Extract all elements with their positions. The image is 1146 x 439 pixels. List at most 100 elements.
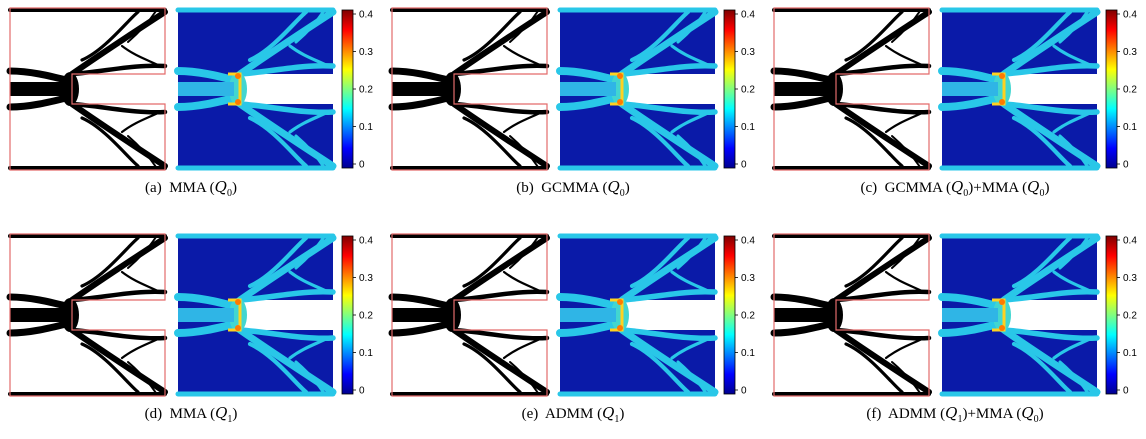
panel-a-graphics: 0.4 0.3 0.2 0.1 0 — [6, 7, 373, 171]
panel-e-stress-member — [618, 326, 719, 396]
panel-c-caption: (c) GCMMA (Q0)+MMA (Q0) — [860, 178, 1050, 199]
panel-f-stress-member — [1011, 341, 1073, 395]
panel-d-colorbar — [341, 235, 354, 395]
panel-c-colorbar-tick-label: 0.4 — [1123, 10, 1137, 21]
panel-f-stress-member — [1011, 235, 1073, 289]
panel-a-colorbar-tick-label: 0.4 — [359, 10, 373, 21]
panel-d-stress-hotspot — [228, 298, 242, 332]
panel-b-colorbar-tick-label: 0.1 — [741, 122, 755, 133]
figure-panel-a: 0.4 0.3 0.2 0.1 0 (a) MMA (Q0) — [0, 0, 382, 213]
panel-f-stress-member — [1058, 235, 1090, 270]
panel-a-set-symbol: Q — [214, 178, 227, 196]
panel-c-stress-member — [938, 94, 1002, 111]
panel-c-joiner: + — [973, 180, 982, 196]
panel-d-structure-member — [120, 270, 162, 294]
panel-b-colorbar — [723, 9, 736, 169]
panel-e-stress-joint — [611, 298, 629, 332]
panel-a-stress-member — [236, 8, 337, 78]
panel-b-stress-member — [670, 44, 712, 68]
panel-c-colorbar-tick-label: 0.2 — [1123, 85, 1137, 96]
panel-d-structure-joint — [61, 298, 79, 332]
panel-c-stress-member — [1058, 9, 1090, 44]
panel-d-stress-member — [174, 293, 238, 310]
panel-f-structure-member — [844, 342, 904, 394]
panel-a-structure-member — [80, 10, 140, 62]
panel-c-label: (c) — [860, 180, 878, 196]
panel-f-set-symbol: Q — [945, 404, 958, 422]
figure-panel-f: 0.4 0.3 0.2 0.1 0 (f) ADMM (Q1)+MMA (Q0) — [764, 226, 1146, 439]
panel-a-colorbar-tick-label: 0.2 — [359, 85, 373, 96]
panel-d-structure-member — [80, 342, 140, 394]
panel-e-stress-bar — [560, 308, 616, 322]
panel-d-structure-member — [6, 320, 70, 337]
panel-c-stress-member — [1058, 134, 1090, 169]
panel-f-stress-joint — [993, 298, 1011, 332]
panel-c-colorbar-tick-label: 0.1 — [1123, 122, 1137, 133]
panel-a-colorbar — [341, 9, 354, 169]
panel-b-structure-member — [451, 101, 550, 169]
panel-d-structure-member — [127, 236, 157, 269]
panel-d-structure-member — [120, 336, 162, 360]
panel-f-stress-peak-bottom — [999, 325, 1005, 331]
figure-panel-e: 0.4 0.3 0.2 0.1 0 (e) ADMM (Q1) — [382, 226, 764, 439]
panel-b-structure-member — [451, 9, 550, 77]
panel-c-structure-joint — [825, 72, 843, 106]
panel-c-structure-member — [833, 101, 932, 115]
panel-b-stress-bar — [560, 82, 616, 96]
panel-e-stress-member — [670, 270, 712, 294]
panel-d-structure-member — [69, 327, 168, 395]
panel-e-colorbar-tick-label: 0.3 — [741, 273, 755, 284]
panel-d-stress-member — [288, 336, 330, 360]
panel-c-structure-member — [833, 9, 932, 77]
panel-d-graphics: 0.4 0.3 0.2 0.1 0 — [6, 233, 373, 397]
panel-f-stress-hotspot — [992, 298, 1006, 332]
panel-a-stress-member — [294, 9, 326, 44]
panel-b-structure-member — [502, 110, 544, 134]
panel-d-stress-peak-top — [235, 299, 241, 305]
panel-e-structure-bar — [392, 308, 448, 322]
panel-d-stress-bar — [178, 308, 234, 322]
panel-f-second-method: MMA — [975, 406, 1013, 422]
figure-panel-d: 0.4 0.3 0.2 0.1 0 (d) MMA (Q1) — [0, 226, 382, 439]
panel-b-structure-member — [509, 135, 539, 168]
panel-d-topology — [6, 233, 168, 397]
panel-b-stress-member — [618, 8, 719, 78]
panel-a-structure-member — [120, 44, 162, 68]
panel-b-structure-member — [462, 116, 522, 168]
panel-c-structure-member — [833, 63, 932, 77]
panel-e-colorbar-tick-label: 0.1 — [741, 348, 755, 359]
panel-c-stress-joint — [993, 72, 1011, 106]
panel-b-set-subscript: 0 — [619, 188, 625, 199]
panel-c-colorbar-tick-label: 0 — [1123, 160, 1129, 171]
panel-b-stress-member — [676, 9, 708, 44]
panel-e-stress-hotspot — [610, 298, 624, 332]
panel-c-structure-member — [844, 10, 904, 62]
panel-c-stress-member — [938, 67, 1002, 84]
panel-f-second-set-subscript: 0 — [1033, 414, 1039, 425]
panel-e-set-subscript: 1 — [614, 414, 620, 425]
panel-e-stress-member — [676, 360, 708, 395]
panel-b-topology — [388, 7, 550, 171]
panel-b-stress-member — [629, 115, 691, 169]
panel-b-domain-outline — [391, 7, 548, 171]
panel-a-structure-member — [127, 135, 157, 168]
panel-f-topology — [770, 233, 932, 397]
panel-a-stress-member — [288, 44, 330, 68]
panel-f-domain-outline — [773, 233, 930, 397]
panel-c-stress-map — [938, 7, 1101, 171]
panel-f-stress-member — [938, 293, 1002, 310]
panel-f-stress-member — [1058, 360, 1090, 395]
panel-b-stress-member — [676, 134, 708, 169]
panel-c-stress-member — [1000, 8, 1101, 78]
panel-c-colorbar-tick-label: 0.3 — [1123, 47, 1137, 58]
panel-f-method: ADMM — [888, 406, 937, 422]
panel-d-colorbar-tick-label: 0.2 — [359, 311, 373, 322]
panel-f-caption: (f) ADMM (Q1)+MMA (Q0) — [866, 404, 1044, 425]
panel-f-structure-member — [833, 289, 932, 303]
panel-f-structure-member — [833, 235, 932, 303]
panel-f-stress-peak-top — [999, 299, 1005, 305]
panel-e-structure-member — [451, 235, 550, 303]
panel-f-stress-member — [1052, 336, 1094, 360]
panel-e-stress-member — [556, 320, 620, 337]
panel-a-stress-bar — [178, 82, 234, 96]
